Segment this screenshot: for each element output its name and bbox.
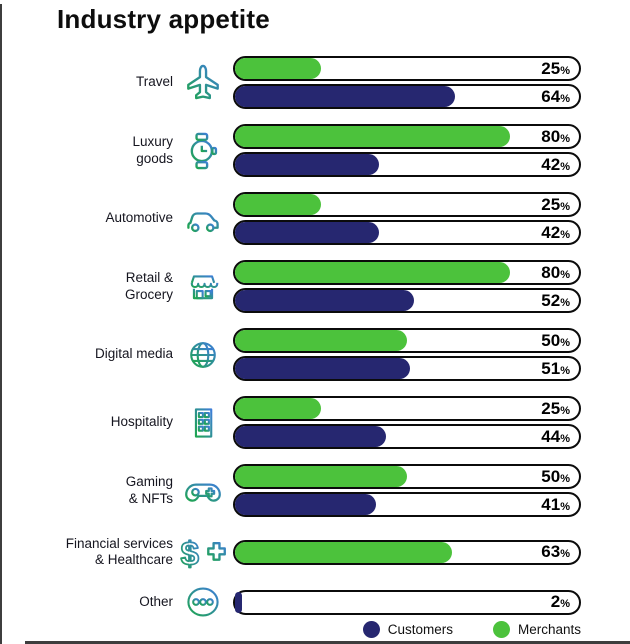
value-label: 2% — [550, 592, 570, 611]
storefront-icon — [173, 267, 233, 307]
game-controller-icon — [173, 471, 233, 511]
legend: Customers Merchants — [362, 621, 581, 638]
value-label: 64% — [541, 86, 570, 106]
industry-row-hospitality: Hospitality 25% 44% — [25, 396, 630, 449]
industry-row-travel: Travel 25% 64% — [25, 56, 630, 109]
legend-label: Customers — [387, 622, 453, 637]
svg-text:$: $ — [181, 535, 199, 572]
customers-bar-fill — [235, 222, 380, 243]
building-icon — [173, 403, 233, 443]
customers-bar: 2% — [233, 589, 581, 615]
industry-row-automotive: Automotive 25% 42% — [25, 192, 630, 245]
merchants-bar-fill — [235, 466, 407, 487]
value-label: 42% — [541, 222, 570, 242]
merchants-bar-fill — [235, 58, 321, 79]
value-label: 63% — [541, 542, 570, 561]
customers-dot-icon — [362, 621, 380, 638]
bar-chart: Travel 25% 64% Luxury goods — [25, 56, 630, 622]
industry-row-luxury-goods: Luxury goods 80% 42% — [25, 124, 630, 177]
customers-bar: 52% — [233, 288, 581, 313]
page: { "title": "Industry appetite", "labels"… — [0, 4, 630, 644]
value-label: 52% — [541, 290, 570, 310]
value-label: 41% — [541, 494, 570, 514]
merchants-bar-fill — [235, 126, 511, 147]
merchants-bar-fill — [235, 194, 321, 215]
three-circles-icon — [173, 582, 233, 622]
merchants-bar-fill — [235, 330, 407, 351]
customers-bar-fill — [235, 290, 414, 311]
merchants-bar: 25% — [233, 56, 581, 81]
customers-bar-fill — [235, 426, 387, 447]
customers-bar-fill — [235, 494, 377, 515]
value-label: 25% — [541, 194, 570, 214]
customers-bar: 64% — [233, 84, 581, 109]
industry-label: Travel — [135, 74, 173, 90]
customers-bar-fill — [235, 358, 411, 379]
customers-bar: 44% — [233, 424, 581, 449]
legend-item-customers: Customers — [362, 621, 453, 638]
industry-label: Hospitality — [110, 414, 173, 430]
customers-bar-fill — [235, 591, 242, 613]
chart-title: Industry appetite — [57, 4, 270, 34]
industry-label: Luxury goods — [132, 134, 173, 166]
value-label: 51% — [541, 358, 570, 378]
value-label: 80% — [541, 262, 570, 282]
industry-row-financial-healthcare: Financial services & Healthcare $ 63% — [25, 532, 630, 572]
industry-row-retail-grocery: Retail & Grocery 80% 52% — [25, 260, 630, 313]
value-label: 50% — [541, 330, 570, 350]
customers-bar: 42% — [233, 152, 581, 177]
industry-row-digital-media: Digital media 50% 51% — [25, 328, 630, 381]
legend-item-merchants: Merchants — [492, 621, 581, 638]
industry-label: Gaming & NFTs — [125, 474, 173, 506]
merchants-bar-fill — [235, 541, 452, 563]
merchants-bar: 63% — [233, 539, 581, 565]
legend-label: Merchants — [517, 622, 581, 637]
customers-bar-fill — [235, 154, 380, 175]
page-left-border — [0, 4, 2, 644]
car-icon — [173, 199, 233, 239]
industry-row-other: Other 2% — [25, 582, 630, 622]
value-label: 42% — [541, 154, 570, 174]
industry-label: Retail & Grocery — [124, 270, 173, 302]
industry-label: Other — [139, 593, 173, 609]
airplane-icon — [173, 63, 233, 103]
merchants-bar-fill — [235, 262, 511, 283]
value-label: 80% — [541, 126, 570, 146]
merchants-bar: 50% — [233, 328, 581, 353]
merchants-bar: 50% — [233, 464, 581, 489]
industry-row-gaming-nfts: Gaming & NFTs 50% 41% — [25, 464, 630, 517]
merchants-bar: 25% — [233, 396, 581, 421]
industry-label: Financial services & Healthcare — [65, 535, 173, 567]
industry-label: Automotive — [105, 210, 173, 226]
merchants-bar: 80% — [233, 260, 581, 285]
customers-bar: 41% — [233, 492, 581, 517]
customers-bar: 51% — [233, 356, 581, 381]
customers-bar: 42% — [233, 220, 581, 245]
merchants-dot-icon — [492, 621, 510, 638]
value-label: 25% — [541, 58, 570, 78]
merchants-bar-fill — [235, 398, 321, 419]
value-label: 50% — [541, 466, 570, 486]
industry-label: Digital media — [94, 346, 173, 362]
merchants-bar: 25% — [233, 192, 581, 217]
merchants-bar: 80% — [233, 124, 581, 149]
dollar-health-icon: $ — [173, 532, 233, 572]
value-label: 44% — [541, 426, 570, 446]
watch-icon — [173, 131, 233, 171]
customers-bar-fill — [235, 86, 456, 107]
value-label: 25% — [541, 398, 570, 418]
globe-icon — [173, 335, 233, 375]
